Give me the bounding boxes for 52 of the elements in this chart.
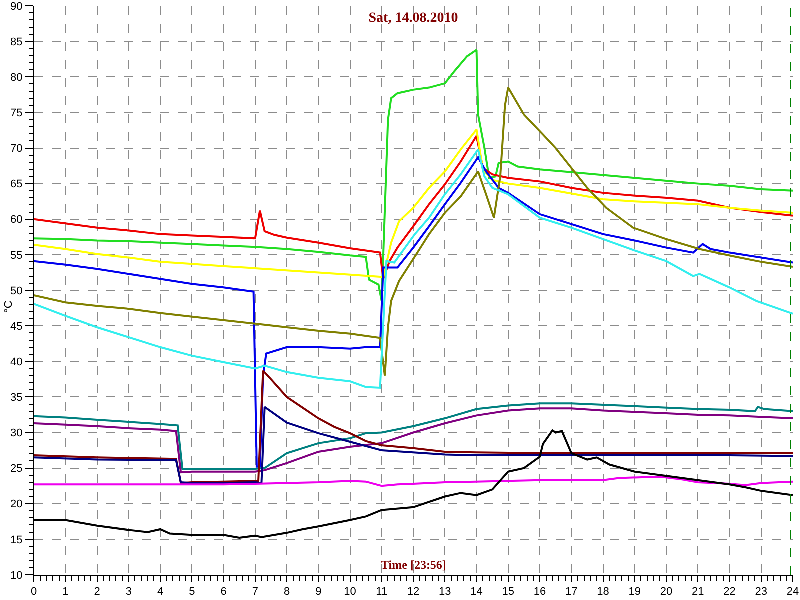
line-series: [34, 406, 793, 484]
y-tick-label: 65: [10, 178, 23, 191]
line-series: [34, 49, 793, 302]
x-tick-label: 19: [628, 586, 642, 598]
x-tick-label: 7: [252, 586, 258, 598]
line-series: [34, 156, 793, 468]
x-tick-label: 15: [502, 586, 515, 598]
y-tick-label: 25: [10, 463, 23, 476]
x-tick-label: 10: [344, 586, 356, 598]
y-tick-label: 55: [10, 250, 23, 262]
y-tick-label: 35: [10, 392, 23, 404]
x-tick-label: 2: [94, 586, 100, 598]
x-tick-label: 23: [755, 586, 768, 598]
y-tick-label: 30: [10, 428, 23, 440]
x-tick-label: 3: [126, 586, 132, 598]
y-tick-label: 45: [10, 320, 23, 333]
x-tick-label: 6: [220, 586, 227, 598]
y-tick-label: 70: [10, 143, 23, 156]
line-series: [34, 370, 793, 484]
line-series: [34, 86, 793, 377]
x-tick-label: 20: [660, 586, 673, 598]
y-tick-label: 75: [10, 108, 23, 120]
x-tick-label: 12: [407, 586, 420, 598]
y-axis-title: °C: [3, 300, 15, 313]
x-tick-label: 16: [534, 586, 546, 598]
x-tick-label: 11: [376, 586, 388, 598]
x-tick-label: 21: [692, 586, 704, 598]
x-tick-label: 22: [724, 586, 736, 598]
chart-title: Sat, 14.08.2010: [368, 10, 458, 26]
y-tick-label: 40: [10, 356, 23, 368]
x-tick-label: 1: [62, 586, 69, 598]
y-tick-label: 50: [10, 285, 23, 298]
y-tick-label: 90: [10, 0, 23, 13]
line-series: [34, 476, 793, 488]
y-tick-label: 80: [10, 72, 23, 84]
x-tick-label: 24: [786, 586, 800, 598]
y-tick-label: 60: [10, 214, 23, 226]
x-axis-title: Time [23:56]: [381, 558, 446, 572]
x-tick-label: 4: [157, 586, 164, 598]
x-tick-label: 17: [566, 586, 578, 598]
x-tick-label: 5: [189, 586, 196, 598]
x-tick-label: 13: [439, 586, 452, 598]
x-tick-label: 0: [30, 586, 38, 598]
x-tick-label: 8: [284, 586, 290, 598]
y-tick-label: 20: [10, 498, 23, 511]
x-tick-label: 18: [597, 586, 610, 598]
y-tick-label: 15: [10, 534, 23, 546]
x-tick-label: 14: [470, 586, 483, 598]
x-tick-label: 9: [316, 586, 322, 598]
y-tick-label: 10: [10, 570, 23, 582]
y-tick-label: 85: [10, 36, 23, 48]
line-series: [34, 148, 793, 389]
